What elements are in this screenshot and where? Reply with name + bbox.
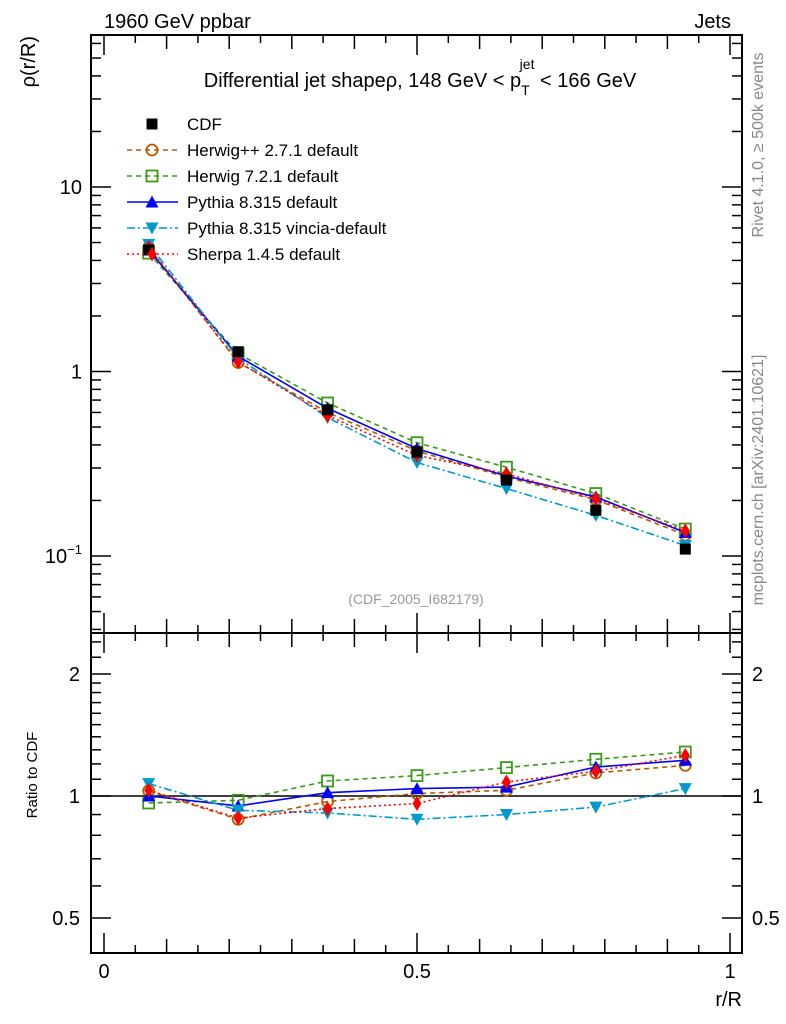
tick-label-exponent: −1 bbox=[67, 542, 82, 557]
ratio-point-pythia-8-315-vincia-default bbox=[678, 783, 692, 796]
legend-label-pythia-8-315-vincia-default: Pythia 8.315 vincia-default bbox=[187, 219, 387, 238]
ratio-y-tick-label-left: 1 bbox=[69, 786, 80, 808]
data-point-sherpa-1-4-5-default bbox=[233, 354, 243, 370]
ratio-point-herwig-7-2-1-default bbox=[410, 769, 424, 782]
analysis-watermark: (CDF_2005_I682179) bbox=[348, 591, 483, 607]
legend-label-pythia-8-315-default: Pythia 8.315 default bbox=[187, 193, 338, 212]
ratio-y-tick-label-right: 2 bbox=[752, 664, 763, 686]
series-line-sherpa-1-4-5-default bbox=[148, 246, 686, 532]
main-title-tail: < 166 GeV bbox=[534, 70, 636, 92]
x-tick-label: 0.5 bbox=[403, 961, 431, 983]
series-line-herwig-2-7-1-default bbox=[148, 247, 686, 536]
legend: CDF Herwig++ 2.7.1 default Herwig 7.2.1 de… bbox=[127, 115, 387, 264]
ratio-point-sherpa-1-4-5-default bbox=[501, 774, 511, 790]
x-tick-label: 1 bbox=[724, 961, 735, 983]
legend-marker-herwig-7-2-1-default bbox=[145, 169, 159, 183]
ratio-point-sherpa-1-4-5-default bbox=[591, 763, 601, 779]
ratio-y-axis-label: Ratio to CDF bbox=[24, 732, 41, 819]
ratio-point-sherpa-1-4-5-default bbox=[144, 782, 154, 798]
legend-marker-cdf bbox=[146, 118, 158, 130]
data-point-cdf bbox=[590, 504, 602, 516]
main-title-sup: jet bbox=[519, 56, 535, 72]
tick-label-base: 10 bbox=[45, 546, 67, 568]
ratio-point-pythia-8-315-vincia-default bbox=[589, 801, 603, 814]
data-point-cdf bbox=[232, 346, 244, 358]
ratio-point-pythia-8-315-default bbox=[410, 782, 424, 795]
ratio-y-tick-label-left: 2 bbox=[69, 664, 80, 686]
legend-marker-sherpa-1-4-5-default bbox=[147, 246, 157, 262]
data-point-sherpa-1-4-5-default bbox=[591, 491, 601, 507]
main-title-text: Differential jet shapeρ, 148 GeV < p bbox=[204, 70, 521, 92]
legend-label-herwig-7-2-1-default: Herwig 7.2.1 default bbox=[187, 167, 338, 186]
data-point-sherpa-1-4-5-default bbox=[680, 523, 690, 539]
ratio-point-sherpa-1-4-5-default bbox=[412, 796, 422, 812]
series-line-herwig-7-2-1-default bbox=[148, 252, 686, 530]
ratio-point-sherpa-1-4-5-default bbox=[680, 747, 690, 763]
ratio-point-pythia-8-315-vincia-default bbox=[410, 813, 424, 826]
legend-label-cdf: CDF bbox=[187, 115, 222, 134]
tick-label-base: 10 bbox=[60, 177, 82, 199]
legend-marker-pythia-8-315-vincia-default bbox=[145, 222, 159, 235]
ratio-point-sherpa-1-4-5-default bbox=[233, 810, 243, 826]
series-line-pythia-8-315-default bbox=[148, 249, 686, 534]
main-y-tick-label: 10−1 bbox=[45, 542, 82, 568]
ratio-y-tick-label-right: 0.5 bbox=[752, 908, 780, 930]
legend-marker-herwig-2-7-1-default bbox=[145, 143, 159, 157]
ratio-y-tick-label-left: 0.5 bbox=[52, 908, 80, 930]
legend-label-sherpa-1-4-5-default: Sherpa 1.4.5 default bbox=[187, 245, 340, 264]
y-axis-label: ρ(r/R) bbox=[18, 36, 40, 87]
legend-marker-pythia-8-315-default bbox=[145, 195, 159, 208]
ratio-point-pythia-8-315-vincia-default bbox=[499, 809, 513, 822]
tick-label-base: 1 bbox=[71, 362, 82, 384]
data-point-pythia-8-315-vincia-default bbox=[410, 457, 424, 470]
header-left: 1960 GeV ppbar bbox=[104, 11, 251, 33]
ratio-point-herwig-7-2-1-default bbox=[500, 761, 513, 775]
legend-label-herwig-2-7-1-default: Herwig++ 2.7.1 default bbox=[187, 141, 358, 160]
ratio-line-herwig-7-2-1-default bbox=[148, 751, 686, 804]
data-point-pythia-8-315-vincia-default bbox=[499, 483, 513, 496]
rivet-version-text: Rivet 4.1.0, ≥ 500k events bbox=[750, 53, 767, 238]
main-title: Differential jet shapeρ, 148 GeV < pTjet… bbox=[204, 56, 637, 98]
data-point-cdf bbox=[143, 244, 155, 256]
ratio-point-sherpa-1-4-5-default bbox=[323, 801, 333, 817]
data-point-cdf bbox=[322, 404, 334, 416]
data-point-cdf bbox=[411, 446, 423, 458]
x-tick-label: 0 bbox=[98, 961, 109, 983]
ratio-y-tick-label-right: 1 bbox=[752, 786, 763, 808]
ratio-point-pythia-8-315-default bbox=[321, 786, 335, 799]
main-y-tick-label: 10 bbox=[60, 177, 82, 199]
mcplots-text: mcplots.cern.ch [arXiv:2401.10621] bbox=[750, 355, 767, 606]
header-right: Jets bbox=[694, 11, 731, 33]
data-point-cdf bbox=[500, 474, 512, 486]
main-title-sub: T bbox=[521, 82, 530, 98]
data-point-cdf bbox=[679, 543, 691, 555]
main-y-tick-label: 1 bbox=[71, 362, 82, 384]
x-axis-label: r/R bbox=[715, 989, 742, 1011]
